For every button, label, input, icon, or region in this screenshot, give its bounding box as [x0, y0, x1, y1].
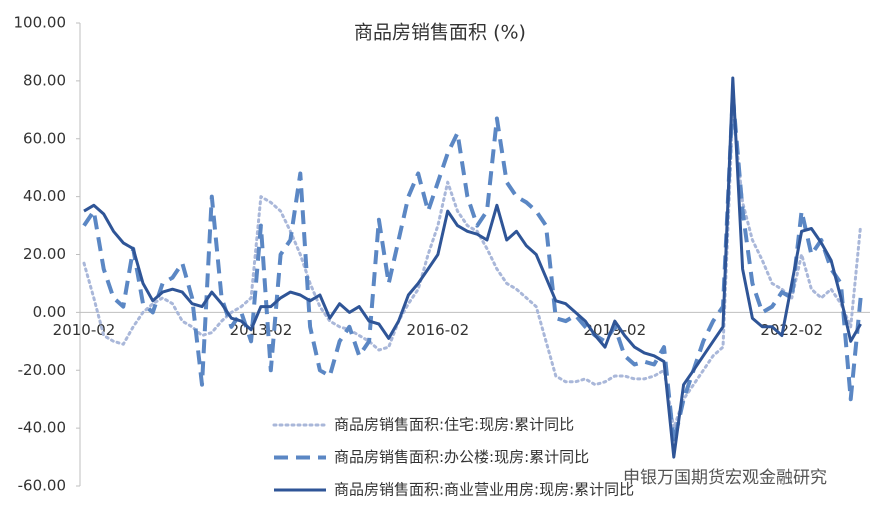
x-tick-label: 2013-02 — [230, 321, 293, 339]
chart-title: 商品房销售面积 (%) — [354, 22, 526, 44]
x-tick-label: 2016-02 — [407, 321, 470, 339]
y-tick-label: -20.00 — [18, 361, 66, 379]
y-tick-label: -60.00 — [18, 477, 66, 495]
series-line — [83, 76, 862, 459]
y-tick-label: 100.00 — [14, 14, 67, 32]
legend-label: 商品房销售面积:商业营业用房:现房:累计同比 — [334, 481, 634, 499]
legend-label: 商品房销售面积:办公楼:现房:累计同比 — [334, 448, 589, 466]
watermark: 申银万国期货宏观金融研究 — [623, 468, 827, 488]
x-tick-label: 2022-02 — [760, 321, 823, 339]
y-tick-label: 20.00 — [23, 245, 66, 263]
y-tick-label: 40.00 — [23, 187, 66, 205]
legend-label: 商品房销售面积:住宅:现房:累计同比 — [334, 416, 574, 434]
x-tick-label: 2010-02 — [53, 321, 116, 339]
y-tick-label: -40.00 — [18, 419, 66, 437]
y-tick-label: 80.00 — [23, 71, 66, 89]
y-tick-label: 0.00 — [33, 303, 66, 321]
y-tick-label: 60.00 — [23, 129, 66, 147]
